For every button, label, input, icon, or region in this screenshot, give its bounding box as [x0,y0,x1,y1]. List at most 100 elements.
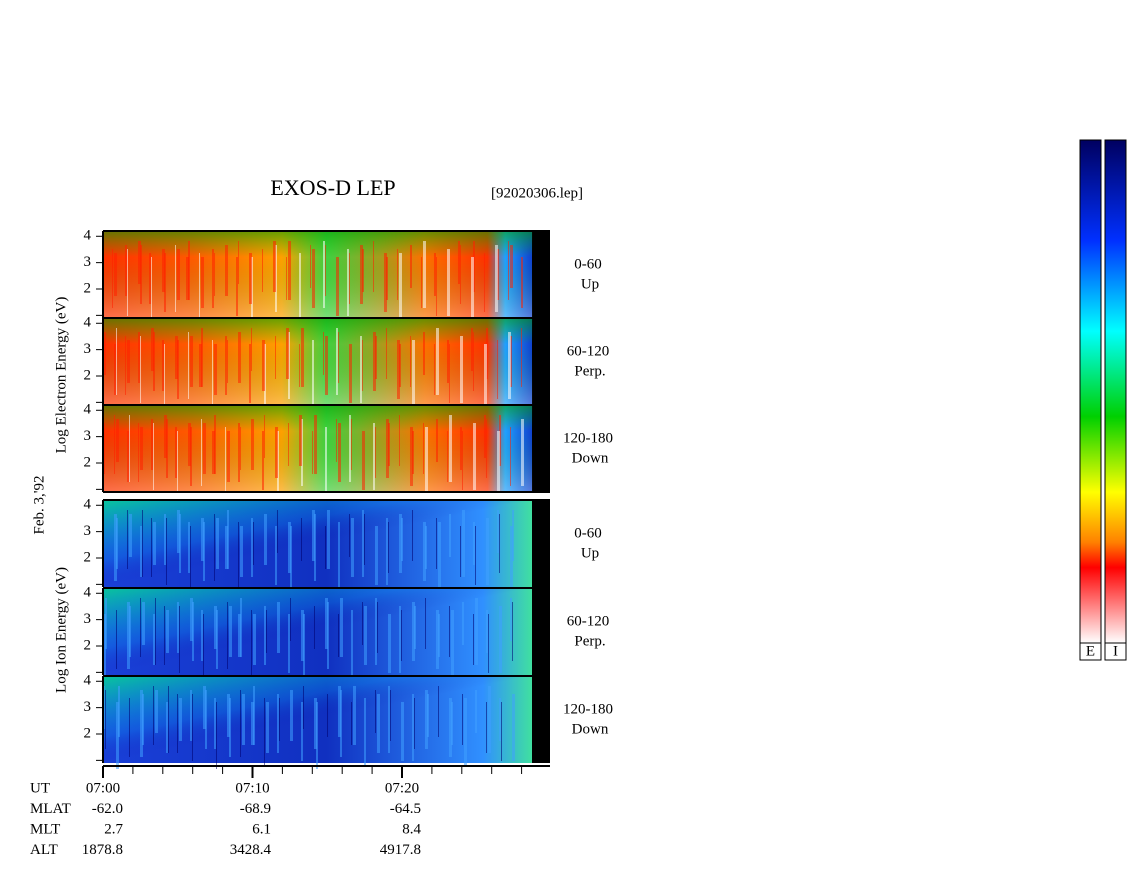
spectrogram-streak [449,344,450,403]
colorbar-label-box [1104,642,1127,661]
spectrogram-streak [436,257,437,316]
orbit-value: 3428.4 [230,842,272,858]
spectrogram-streak [266,702,269,753]
spectrogram-streak [264,698,265,765]
spectrogram-streak [438,522,441,589]
panel-angle: 60-120 [567,613,610,629]
y-tick-label: 2 [84,637,92,653]
spectrogram-streak [238,241,239,284]
spectrogram-streak [225,427,226,494]
panel-direction: Down [572,450,609,466]
spectrogram-streak [512,602,513,661]
spectrogram-streak [351,702,352,745]
spectrogram-streak [138,241,141,284]
spectrogram-streak [290,690,293,741]
spectrogram-streak [323,241,325,308]
spectrogram-streak [484,415,486,458]
spectrogram-streak [471,257,474,324]
spectrogram-streak [249,344,251,403]
spectrogram-streak [362,602,363,645]
spectrogram-streak [347,249,349,316]
spectrogram-streak [401,610,402,661]
y-tick-label: 3 [84,699,92,715]
spectrogram-streak [521,328,522,387]
spectrogram-streak [238,522,239,589]
spectrogram-streak [129,698,130,757]
spectrogram-streak [286,328,289,379]
spectrogram-streak [475,526,476,585]
spectrogram-streak [238,423,240,482]
spectrogram-streak [338,332,339,383]
spectrogram-streak [153,423,154,490]
spectrogram-streak [214,253,215,296]
spectrogram-streak [360,245,363,304]
spectrogram-streak [190,598,193,641]
orbit-name: ALT [30,842,58,858]
spectrogram-streak [460,245,461,304]
spectrogram-streak [377,602,378,653]
spectrogram-streak [399,415,400,466]
spectrogram-streak [275,336,276,379]
spectrogram-streak [323,332,324,375]
spectrogram-streak [286,257,287,300]
spectrogram-streak [397,340,400,399]
spectrogram-streak [225,245,228,296]
spectrogram-streak [168,686,169,753]
spectrogram-streak [508,241,509,300]
spectrogram-streak [360,336,362,403]
spectrogram-streak [127,602,130,669]
spectrogram-streak [447,340,449,383]
spectrogram-streak [214,606,217,649]
spectrogram-streak [497,340,498,399]
spectrogram-streak [192,694,193,761]
spectrogram-streak [501,702,502,761]
spectrogram-streak [510,245,513,288]
spectrogram-streak [434,344,435,395]
spectrogram-streak [288,423,289,466]
orbit-value: 4917.8 [380,842,421,858]
spectrogram-streak [488,614,489,673]
spectrogram-streak [436,518,437,569]
spectrogram-streak [449,606,450,657]
spectrogram-streak [253,614,256,665]
chart-title: EXOS-D LEP [270,175,395,200]
spectrogram-streak [149,253,151,304]
spectrogram-streak [273,241,276,292]
spectrogram-streak [129,415,130,482]
spectrogram-streak [164,415,167,458]
spectrogram-streak [177,602,179,653]
spectrogram-streak [336,328,338,395]
spectrogram-streak [203,423,206,474]
spectrogram-streak [338,614,339,657]
spectrogram-streak [484,253,485,312]
panel-angle: 60-120 [567,343,610,359]
spectrogram-streak [179,606,180,673]
panel-angle: 0-60 [574,256,602,272]
panel-angle: 0-60 [574,525,602,541]
spectrogram-streak [288,522,291,573]
spectrogram-streak [229,606,232,657]
orbit-name: UT [30,780,50,796]
y-tick-label: 2 [84,280,92,296]
spectrogram-streak [521,419,524,486]
y-tick-label: 2 [84,367,92,383]
spectrogram-streak [499,514,500,573]
spectrogram-streak [325,526,326,569]
spectrogram-streak [486,702,487,753]
spectrogram-streak [177,510,180,553]
spectrogram-streak [199,344,202,387]
y-tick-label: 3 [84,254,92,270]
spectrogram-streak [375,690,376,733]
y-tick-label: 4 [84,315,92,331]
spectrogram-streak [114,253,117,296]
spectrogram-streak [499,606,502,673]
y-tick-label: 4 [84,585,92,601]
spectrogram-streak [412,510,413,561]
spectrogram-shade [103,500,533,587]
spectrogram-streak [186,257,189,300]
spectrogram-streak [425,427,428,494]
spectrogram-shade [103,231,533,318]
spectrogram-streak [473,614,474,665]
